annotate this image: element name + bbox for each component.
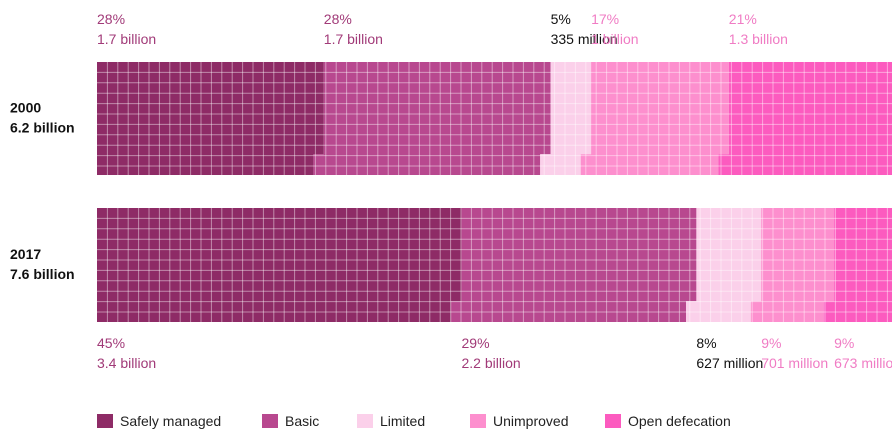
pct-label: 17%: [591, 11, 619, 27]
count-label: 2.2 billion: [462, 355, 521, 371]
legend-label: Open defecation: [628, 413, 731, 429]
bar-segment-2000-unimproved: [580, 62, 729, 175]
legend-label: Safely managed: [120, 413, 221, 429]
row-2000: [97, 62, 892, 175]
legend-item-safely-managed: Safely managed: [97, 413, 221, 429]
grid-2017: [97, 208, 892, 322]
count-label: 701 million: [761, 355, 828, 371]
bar-segment-2017-limited: [686, 208, 762, 322]
count-label: 1.3 billion: [729, 31, 788, 47]
pct-label: 29%: [462, 335, 490, 351]
pct-label: 28%: [324, 11, 352, 27]
pct-label: 9%: [834, 335, 854, 351]
pct-label: 21%: [729, 11, 757, 27]
legend-swatch: [470, 414, 486, 428]
legend-item-basic: Basic: [262, 413, 319, 429]
legend-item-open-defecation: Open defecation: [605, 413, 731, 429]
bar-segment-2017-safely-managed: [97, 208, 462, 322]
count-label: 3.4 billion: [97, 355, 156, 371]
count-label: 1 billion: [591, 31, 638, 47]
bar-segment-2017-unimproved: [750, 208, 835, 322]
row-2017: [97, 208, 892, 322]
count-label: 627 million: [696, 355, 763, 371]
legend-swatch: [357, 414, 373, 428]
year-label: 2017: [10, 246, 41, 262]
legend-swatch: [97, 414, 113, 428]
total-label: 6.2 billion: [10, 120, 75, 136]
year-label: 2000: [10, 100, 41, 116]
bar-segment-2000-limited: [540, 62, 592, 175]
pct-label: 8%: [696, 335, 716, 351]
legend-label: Unimproved: [493, 413, 568, 429]
count-label: 1.7 billion: [324, 31, 383, 47]
bar-segment-2017-open-defecation: [823, 208, 892, 322]
legend-swatch: [605, 414, 621, 428]
pct-label: 5%: [551, 11, 571, 27]
bar-segment-2000-open-defecation: [718, 62, 892, 175]
pct-label: 28%: [97, 11, 125, 27]
bar-segment-2000-basic: [313, 62, 551, 175]
legend-label: Limited: [380, 413, 425, 429]
legend-item-limited: Limited: [357, 413, 425, 429]
legend-swatch: [262, 414, 278, 428]
pct-label: 9%: [761, 335, 781, 351]
total-label: 7.6 billion: [10, 266, 75, 282]
count-label: 673 million: [834, 355, 892, 371]
bar-segment-2000-safely-managed: [97, 62, 324, 175]
pct-label: 45%: [97, 335, 125, 351]
bar-segment-2017-basic: [451, 208, 697, 322]
legend-label: Basic: [285, 413, 319, 429]
count-label: 335 million: [551, 31, 618, 47]
count-label: 1.7 billion: [97, 31, 156, 47]
grid-2000: [97, 62, 892, 175]
legend-item-unimproved: Unimproved: [470, 413, 568, 429]
